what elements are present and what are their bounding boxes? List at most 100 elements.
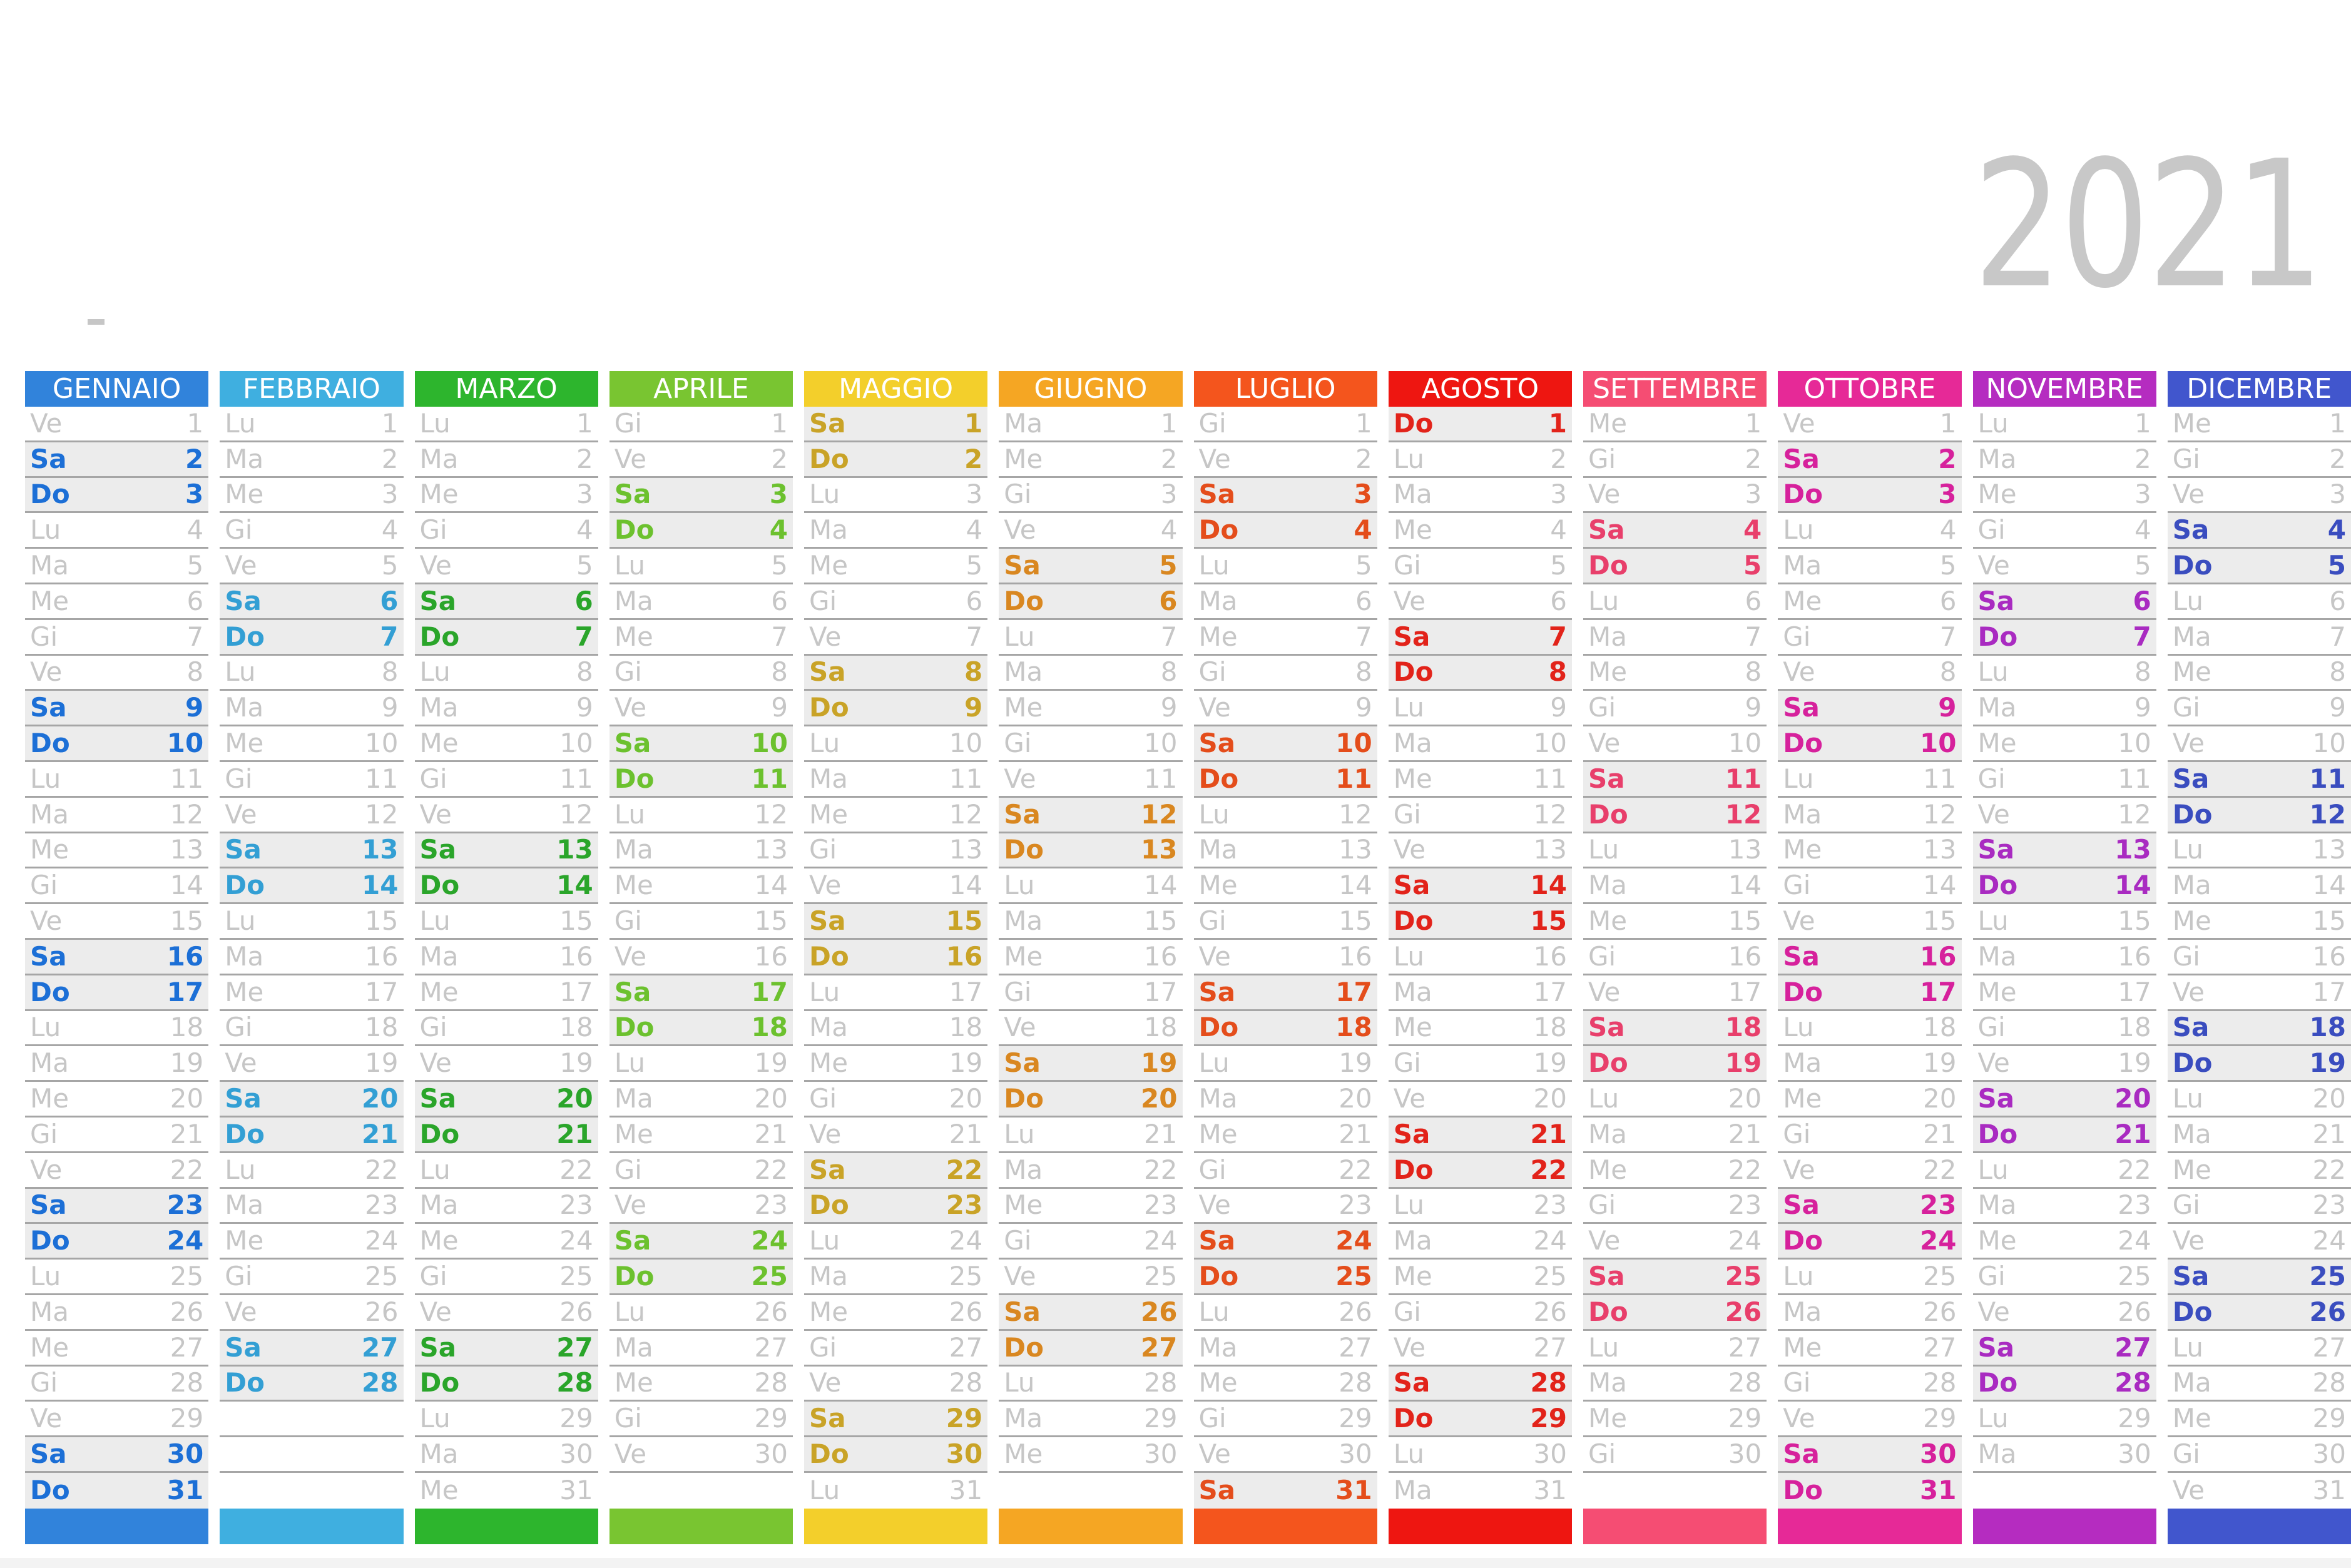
day-number: 5 xyxy=(966,550,983,581)
day-number: 30 xyxy=(1533,1438,1567,1469)
day-row: Do 17 xyxy=(1778,975,1962,1011)
day-row: Ve 5 xyxy=(414,549,598,584)
weekday-label: Ve xyxy=(614,940,647,972)
day-row: Do 12 xyxy=(1583,797,1767,833)
day-number: 28 xyxy=(754,1367,788,1398)
day-row: Sa 10 xyxy=(609,726,793,762)
day-row: Lu 6 xyxy=(2167,584,2351,620)
weekday-label: Lu xyxy=(1783,1012,1814,1043)
day-row: Me 17 xyxy=(1972,975,2156,1011)
day-number: 20 xyxy=(2114,1083,2151,1114)
day-number: 28 xyxy=(2312,1367,2346,1398)
day-row: Gi 18 xyxy=(414,1011,598,1047)
weekday-label: Sa xyxy=(1588,514,1625,546)
day-row: Ma 6 xyxy=(609,584,793,620)
weekday-label: Gi xyxy=(2172,940,2200,972)
day-row: Lu 17 xyxy=(804,975,988,1011)
weekday-label: Gi xyxy=(614,905,642,937)
day-number: 19 xyxy=(1923,1047,1957,1079)
day-row: Sa 6 xyxy=(220,584,404,620)
day-number: 1 xyxy=(1745,407,1762,439)
day-number: 1 xyxy=(576,407,593,439)
day-row: Ve 19 xyxy=(220,1046,404,1082)
day-number: 13 xyxy=(1533,834,1567,865)
day-number: 1 xyxy=(1548,407,1567,439)
day-row: Ve 10 xyxy=(1583,726,1767,762)
weekday-label: Ve xyxy=(1198,940,1231,972)
day-row: Gi 4 xyxy=(1972,513,2156,549)
day-row: Do 11 xyxy=(609,761,793,798)
weekday-label: Lu xyxy=(1783,763,1814,794)
weekday-label: Do xyxy=(1977,621,2018,652)
weekday-label: Me xyxy=(30,834,69,865)
weekday-label: Lu xyxy=(2172,1331,2204,1363)
day-number: 7 xyxy=(1355,621,1372,652)
day-number: 21 xyxy=(362,1118,399,1149)
day-row: Do 26 xyxy=(1583,1295,1767,1331)
weekday-label: Ma xyxy=(1783,550,1822,581)
day-row: Me 17 xyxy=(414,975,598,1011)
weekday-label: Ma xyxy=(1393,1225,1432,1256)
weekday-label: Ma xyxy=(614,834,653,865)
day-row: Me 5 xyxy=(804,549,988,584)
day-row: Ma 22 xyxy=(999,1153,1183,1189)
month-footer-bar xyxy=(1193,1508,1377,1544)
day-row: Do 14 xyxy=(1972,868,2156,905)
weekday-label: Lu xyxy=(1588,1331,1619,1363)
day-number: 22 xyxy=(559,1154,593,1185)
day-row xyxy=(1973,1473,2156,1509)
weekday-label: Sa xyxy=(225,834,262,865)
day-number: 18 xyxy=(365,1012,399,1043)
day-number: 26 xyxy=(2118,1296,2151,1327)
day-row: Do 19 xyxy=(1583,1046,1767,1082)
day-row: Ve 16 xyxy=(609,940,793,975)
day-row: Me 20 xyxy=(1778,1082,1962,1117)
day-number: 15 xyxy=(2312,905,2346,937)
day-number: 15 xyxy=(1144,905,1178,937)
weekday-label: Ma xyxy=(1977,940,2017,972)
day-row: Do 5 xyxy=(1583,549,1767,584)
day-number: 5 xyxy=(2327,550,2346,581)
day-row: Me 3 xyxy=(220,478,404,514)
weekday-label: Do xyxy=(30,1225,70,1256)
weekday-label: Gi xyxy=(1198,905,1226,937)
day-row: Lu 18 xyxy=(25,1011,209,1047)
day-row: Lu 16 xyxy=(1388,940,1572,975)
weekday-label: Me xyxy=(2172,407,2211,439)
day-row: Do 28 xyxy=(220,1366,404,1402)
weekday-label: Me xyxy=(225,1225,264,1256)
weekday-label: Ve xyxy=(1588,1225,1621,1256)
day-row: Sa 18 xyxy=(1583,1011,1767,1047)
day-number: 1 xyxy=(1355,407,1372,439)
day-row: Ve 17 xyxy=(1583,975,1767,1011)
weekday-label: Ma xyxy=(1393,976,1432,1007)
weekday-label: Me xyxy=(1977,976,2017,1007)
day-number: 18 xyxy=(1923,1012,1957,1043)
weekday-label: Gi xyxy=(809,1331,837,1363)
weekday-label: Ve xyxy=(1393,1331,1426,1363)
weekday-label: Ve xyxy=(614,1438,647,1469)
day-row: Lu 28 xyxy=(999,1367,1183,1402)
weekday-label: Do xyxy=(809,1189,849,1221)
month-column-ottobre: OTTOBRE Ve 1 Sa 2 Do 3 Lu 4 Ma 5 Me 6 Gi 7 Ve 8 Sa 9 Do 10 Lu… xyxy=(1778,371,1962,1544)
weekday-label: Lu xyxy=(1004,621,1035,652)
day-number: 11 xyxy=(1725,763,1762,794)
day-number: 6 xyxy=(1939,585,1957,616)
day-row: Lu 30 xyxy=(1388,1437,1572,1473)
day-row: Ve 15 xyxy=(25,904,209,940)
day-number: 8 xyxy=(2134,656,2151,688)
weekday-label: Do xyxy=(1198,1012,1239,1043)
day-row: Sa 2 xyxy=(1778,442,1962,478)
weekday-label: Me xyxy=(1783,1083,1822,1114)
day-row: Ve 11 xyxy=(999,762,1183,798)
month-footer-bar xyxy=(609,1508,793,1544)
day-row: Lu 12 xyxy=(609,798,793,833)
weekday-label: Sa xyxy=(1977,834,2015,865)
day-row: Ve 12 xyxy=(220,798,404,833)
weekday-label: Ma xyxy=(1393,479,1432,510)
day-number: 30 xyxy=(1728,1438,1762,1469)
day-number: 14 xyxy=(754,870,788,901)
weekday-label: Do xyxy=(1783,479,1823,510)
day-row: Sa 27 xyxy=(1972,1330,2156,1367)
weekday-label: Gi xyxy=(1588,1189,1616,1221)
